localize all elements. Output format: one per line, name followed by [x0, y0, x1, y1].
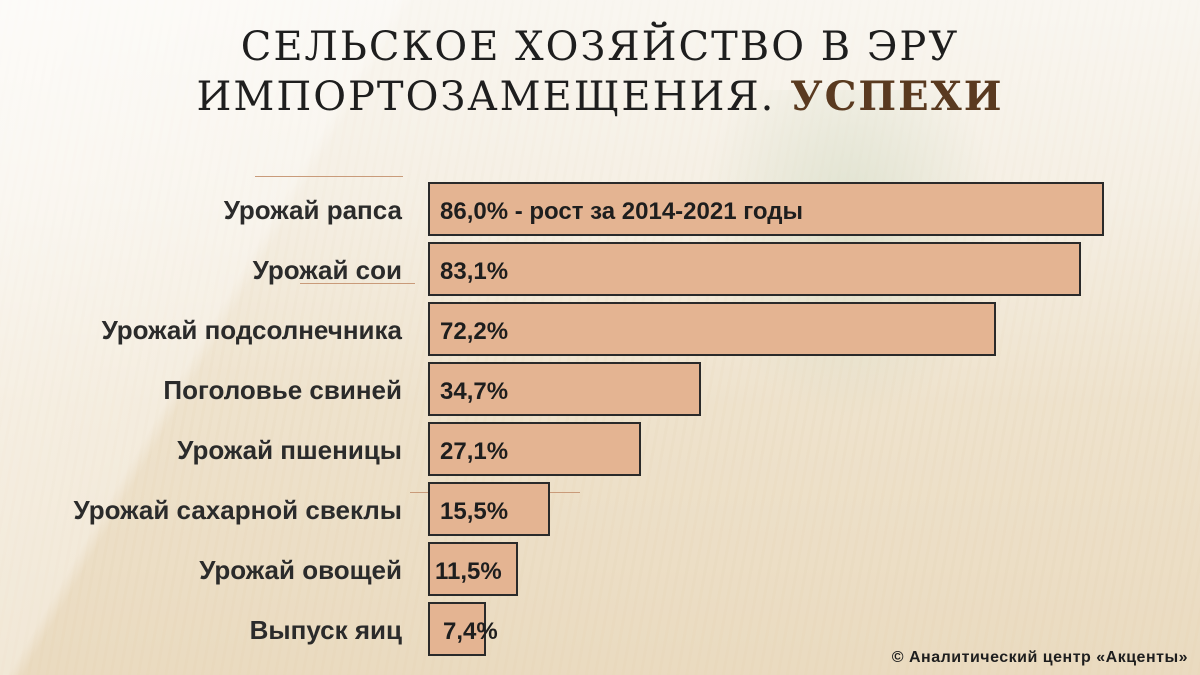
bar	[428, 182, 1104, 236]
data-label: 86,0% - рост за 2014-2021 годы	[440, 198, 803, 225]
category-label: Урожай овощей	[199, 555, 402, 585]
category-label: Урожай сои	[252, 255, 402, 285]
copyright-notice: © Аналитический центр «Акценты»	[891, 649, 1188, 666]
data-label: 34,7%	[440, 378, 509, 405]
data-label: 27,1%	[440, 438, 509, 465]
bar	[428, 242, 1081, 296]
data-label: 15,5%	[440, 498, 509, 525]
bar	[428, 362, 701, 416]
title-line-1: СЕЛЬСКОЕ ХОЗЯЙСТВО В ЭРУ	[240, 24, 960, 70]
category-label: Урожай пшеницы	[177, 435, 402, 465]
title-accent: УСПЕХИ	[790, 73, 1004, 120]
category-label: Поголовье свиней	[163, 375, 402, 405]
bar	[428, 482, 550, 536]
category-label: Урожай рапса	[223, 195, 402, 225]
category-label: Выпуск яиц	[249, 615, 402, 645]
bar	[428, 542, 518, 596]
data-label: 83,1%	[440, 258, 509, 285]
category-label: Урожай подсолнечника	[101, 315, 402, 345]
data-label: 7,4%	[443, 618, 498, 645]
bar	[428, 302, 996, 356]
data-label: 11,5%	[435, 558, 502, 585]
divider-top	[255, 176, 403, 177]
data-label: 72,2%	[440, 318, 509, 345]
bar	[428, 422, 641, 476]
title-line-2: ИМПОРТОЗАМЕЩЕНИЯ. УСПЕХИ	[0, 72, 1200, 122]
title-line-2-main: ИМПОРТОЗАМЕЩЕНИЯ.	[196, 74, 791, 120]
category-label: Урожай сахарной свеклы	[73, 495, 402, 525]
divider-middle	[300, 283, 415, 284]
bar	[428, 602, 486, 656]
page-title: СЕЛЬСКОЕ ХОЗЯЙСТВО В ЭРУ ИМПОРТОЗАМЕЩЕНИ…	[0, 22, 1200, 122]
